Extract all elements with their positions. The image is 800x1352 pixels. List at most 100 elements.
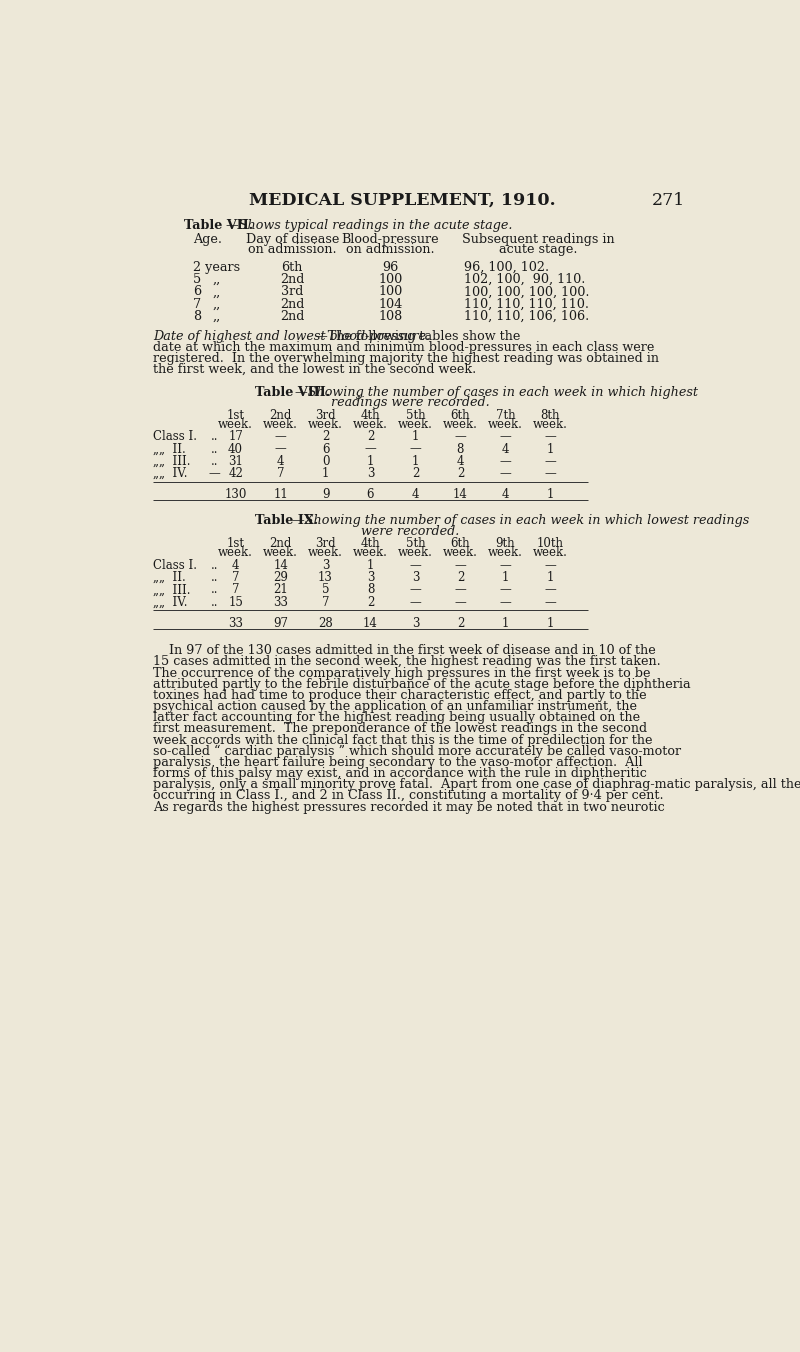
Text: —: — <box>410 596 422 608</box>
Text: 8th: 8th <box>541 408 560 422</box>
Text: Subsequent readings in: Subsequent readings in <box>462 233 614 246</box>
Text: 3rd: 3rd <box>281 285 303 299</box>
Text: 21: 21 <box>274 584 288 596</box>
Text: 4: 4 <box>502 488 509 502</box>
Text: were recorded.: were recorded. <box>361 525 459 538</box>
Text: 1: 1 <box>412 454 419 468</box>
Text: 7: 7 <box>193 297 201 311</box>
Text: 96, 100, 102.: 96, 100, 102. <box>464 261 550 274</box>
Text: 110, 110, 106, 106.: 110, 110, 106, 106. <box>464 310 590 323</box>
Text: 8: 8 <box>457 442 464 456</box>
Text: 271: 271 <box>652 192 685 208</box>
Text: Table VII.: Table VII. <box>184 219 253 233</box>
Text: 5: 5 <box>193 273 202 287</box>
Text: Blood-pressure: Blood-pressure <box>342 233 439 246</box>
Text: ..: .. <box>211 558 218 572</box>
Text: 100: 100 <box>378 285 402 299</box>
Text: ,,: ,, <box>212 310 221 323</box>
Text: 13: 13 <box>318 571 333 584</box>
Text: —: — <box>209 468 221 480</box>
Text: 108: 108 <box>378 310 402 323</box>
Text: 3rd: 3rd <box>315 408 336 422</box>
Text: 6th: 6th <box>450 537 470 550</box>
Text: 2: 2 <box>366 430 374 443</box>
Text: —: — <box>274 442 286 456</box>
Text: week.: week. <box>488 546 522 560</box>
Text: 104: 104 <box>378 297 402 311</box>
Text: 4: 4 <box>232 558 239 572</box>
Text: week.: week. <box>308 418 343 431</box>
Text: 5th: 5th <box>406 537 426 550</box>
Text: week accords with the clinical fact that this is the time of predilection for th: week accords with the clinical fact that… <box>153 734 652 746</box>
Text: —Shows typical readings in the acute stage.: —Shows typical readings in the acute sta… <box>226 219 513 233</box>
Text: —: — <box>454 430 466 443</box>
Text: week.: week. <box>218 418 253 431</box>
Text: —: — <box>499 584 511 596</box>
Text: ,,: ,, <box>212 297 221 311</box>
Text: week.: week. <box>218 546 253 560</box>
Text: 1: 1 <box>322 468 330 480</box>
Text: 5th: 5th <box>406 408 426 422</box>
Text: „„  II.: „„ II. <box>153 442 186 456</box>
Text: Date of highest and lowest blood-pressure.: Date of highest and lowest blood-pressur… <box>153 330 430 343</box>
Text: Day of disease: Day of disease <box>246 233 339 246</box>
Text: 9: 9 <box>322 488 330 502</box>
Text: 1: 1 <box>546 571 554 584</box>
Text: „„  IV.: „„ IV. <box>153 596 187 608</box>
Text: acute stage.: acute stage. <box>498 243 577 256</box>
Text: 7: 7 <box>232 584 239 596</box>
Text: 14: 14 <box>273 558 288 572</box>
Text: week.: week. <box>308 546 343 560</box>
Text: 4th: 4th <box>361 537 380 550</box>
Text: date at which the maximum and minimum blood-pressures in each class were: date at which the maximum and minimum bl… <box>153 341 654 354</box>
Text: 2nd: 2nd <box>280 310 304 323</box>
Text: —: — <box>499 454 511 468</box>
Text: ..: .. <box>211 596 218 608</box>
Text: week.: week. <box>263 546 298 560</box>
Text: —: — <box>454 584 466 596</box>
Text: 2nd: 2nd <box>280 273 304 287</box>
Text: 14: 14 <box>453 488 468 502</box>
Text: 33: 33 <box>273 596 288 608</box>
Text: 2: 2 <box>457 571 464 584</box>
Text: 3: 3 <box>366 571 374 584</box>
Text: —: — <box>545 558 556 572</box>
Text: In 97 of the 130 cases admitted in the first week of disease and in 10 of the: In 97 of the 130 cases admitted in the f… <box>153 645 655 657</box>
Text: ..: .. <box>211 571 218 584</box>
Text: 110, 110, 110, 110.: 110, 110, 110, 110. <box>464 297 590 311</box>
Text: 42: 42 <box>228 468 243 480</box>
Text: 31: 31 <box>228 454 243 468</box>
Text: Table IX.: Table IX. <box>255 514 318 527</box>
Text: 8: 8 <box>366 584 374 596</box>
Text: 1: 1 <box>546 617 554 630</box>
Text: „„  IV.: „„ IV. <box>153 468 187 480</box>
Text: 1: 1 <box>412 430 419 443</box>
Text: 1: 1 <box>366 558 374 572</box>
Text: attributed partly to the febrile disturbance of the acute stage before the dipht: attributed partly to the febrile disturb… <box>153 677 690 691</box>
Text: 28: 28 <box>318 617 333 630</box>
Text: 6th: 6th <box>450 408 470 422</box>
Text: —: — <box>545 430 556 443</box>
Text: 4th: 4th <box>361 408 380 422</box>
Text: 102, 100,  90, 110.: 102, 100, 90, 110. <box>464 273 586 287</box>
Text: —Showing the number of cases in each week in which lowest readings: —Showing the number of cases in each wee… <box>292 514 750 527</box>
Text: 1st: 1st <box>226 408 245 422</box>
Text: „„  III.: „„ III. <box>153 454 190 468</box>
Text: paralysis, only a small minority prove fatal.  Apart from one case of diaphrag­m: paralysis, only a small minority prove f… <box>153 779 800 791</box>
Text: 2: 2 <box>457 617 464 630</box>
Text: 6: 6 <box>322 442 330 456</box>
Text: so-called “ cardiac paralysis ” which should more accurately be called vaso-moto: so-called “ cardiac paralysis ” which sh… <box>153 745 681 758</box>
Text: 14: 14 <box>363 617 378 630</box>
Text: —Showing the number of cases in each week in which highest: —Showing the number of cases in each wee… <box>295 385 698 399</box>
Text: 3: 3 <box>412 617 419 630</box>
Text: 5: 5 <box>322 584 330 596</box>
Text: 29: 29 <box>273 571 288 584</box>
Text: 3rd: 3rd <box>315 537 336 550</box>
Text: 1: 1 <box>502 617 509 630</box>
Text: 1: 1 <box>366 454 374 468</box>
Text: ..: .. <box>211 584 218 596</box>
Text: 9th: 9th <box>495 537 515 550</box>
Text: paralysis, the heart failure being secondary to the vaso-motor affection.  All: paralysis, the heart failure being secon… <box>153 756 642 769</box>
Text: week.: week. <box>443 418 478 431</box>
Text: —: — <box>454 596 466 608</box>
